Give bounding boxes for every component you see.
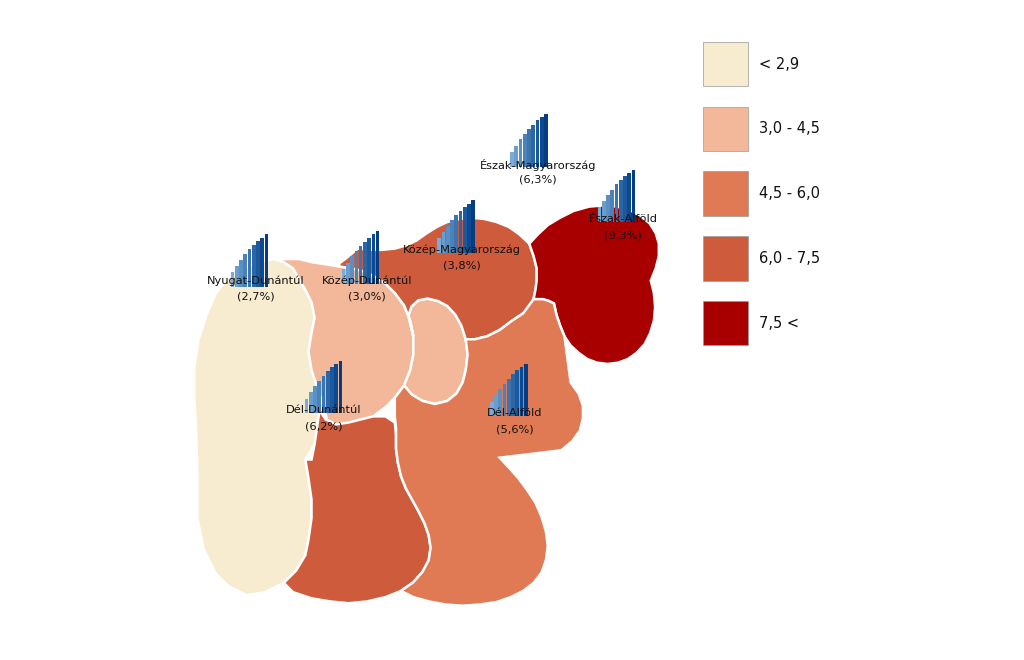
Bar: [494, 395, 498, 416]
Bar: [260, 238, 264, 287]
Bar: [234, 266, 239, 287]
Bar: [455, 215, 458, 253]
Bar: [358, 246, 362, 284]
Text: (9,3%): (9,3%): [604, 230, 642, 240]
Bar: [499, 389, 502, 416]
Bar: [230, 272, 234, 287]
Bar: [703, 107, 748, 151]
Polygon shape: [529, 205, 658, 364]
Polygon shape: [404, 298, 468, 404]
Bar: [507, 379, 511, 416]
Bar: [313, 386, 317, 413]
Bar: [632, 170, 636, 222]
Polygon shape: [195, 259, 324, 595]
Bar: [437, 238, 441, 253]
Bar: [618, 180, 623, 222]
Bar: [451, 220, 454, 253]
Bar: [527, 129, 530, 166]
Bar: [598, 207, 601, 222]
Bar: [244, 254, 247, 287]
Bar: [346, 263, 350, 284]
Bar: [523, 134, 526, 166]
Bar: [445, 226, 450, 253]
Bar: [335, 364, 338, 413]
Bar: [322, 376, 326, 413]
Bar: [331, 367, 334, 413]
Bar: [342, 269, 345, 284]
Bar: [441, 232, 445, 253]
Text: Észak-Alföld: Észak-Alföld: [589, 214, 657, 224]
Text: (5,6%): (5,6%): [496, 424, 534, 434]
Text: (3,0%): (3,0%): [348, 292, 386, 302]
Bar: [354, 251, 358, 284]
Bar: [305, 399, 308, 413]
Bar: [503, 384, 506, 416]
Bar: [471, 201, 475, 253]
Bar: [703, 172, 748, 216]
Bar: [602, 201, 606, 222]
Bar: [459, 211, 463, 253]
Text: (6,3%): (6,3%): [519, 174, 557, 185]
Polygon shape: [274, 259, 414, 426]
Bar: [703, 236, 748, 280]
Polygon shape: [339, 218, 537, 339]
Bar: [362, 242, 367, 284]
Bar: [326, 372, 330, 413]
Bar: [265, 234, 268, 287]
Bar: [536, 120, 540, 166]
Bar: [614, 184, 618, 222]
Bar: [544, 114, 548, 166]
Bar: [610, 189, 614, 222]
Bar: [515, 370, 519, 416]
Bar: [524, 364, 527, 416]
Text: (2,7%): (2,7%): [238, 292, 274, 302]
Bar: [540, 117, 544, 166]
Bar: [339, 361, 342, 413]
Bar: [531, 125, 536, 166]
Bar: [252, 245, 256, 287]
Bar: [510, 152, 514, 166]
Bar: [703, 301, 748, 345]
Text: Észak-Magyarország: Észak-Magyarország: [479, 158, 596, 170]
Text: (6,2%): (6,2%): [305, 421, 343, 431]
Bar: [511, 374, 515, 416]
Text: Dél-Alföld: Dél-Alföld: [486, 409, 543, 418]
Polygon shape: [284, 410, 430, 603]
Text: (3,8%): (3,8%): [442, 261, 480, 271]
Bar: [606, 195, 610, 222]
Text: 6,0 - 7,5: 6,0 - 7,5: [759, 251, 820, 266]
Bar: [628, 173, 631, 222]
Text: Közép-Dunántúl: Közép-Dunántúl: [322, 276, 413, 286]
Text: Nyugat-Dunántúl: Nyugat-Dunántúl: [207, 276, 305, 286]
Bar: [309, 392, 312, 413]
Bar: [248, 249, 252, 287]
Text: Közép-Magyarország: Közép-Magyarország: [402, 245, 520, 255]
Bar: [489, 402, 494, 416]
Bar: [240, 259, 243, 287]
Bar: [317, 381, 322, 413]
Text: 4,5 - 6,0: 4,5 - 6,0: [759, 186, 820, 201]
Bar: [372, 234, 375, 284]
Text: 7,5 <: 7,5 <: [759, 315, 799, 331]
Bar: [368, 238, 371, 284]
Bar: [519, 367, 523, 416]
Bar: [467, 204, 471, 253]
Polygon shape: [395, 299, 583, 606]
Bar: [256, 241, 260, 287]
Bar: [376, 231, 380, 284]
Bar: [463, 207, 467, 253]
Bar: [350, 257, 354, 284]
Text: < 2,9: < 2,9: [759, 57, 799, 72]
Bar: [514, 146, 518, 166]
Text: 3,0 - 4,5: 3,0 - 4,5: [759, 121, 819, 137]
Text: Dél-Dunántúl: Dél-Dunántúl: [286, 405, 361, 415]
Bar: [703, 42, 748, 86]
Bar: [624, 176, 627, 222]
Bar: [518, 139, 522, 166]
